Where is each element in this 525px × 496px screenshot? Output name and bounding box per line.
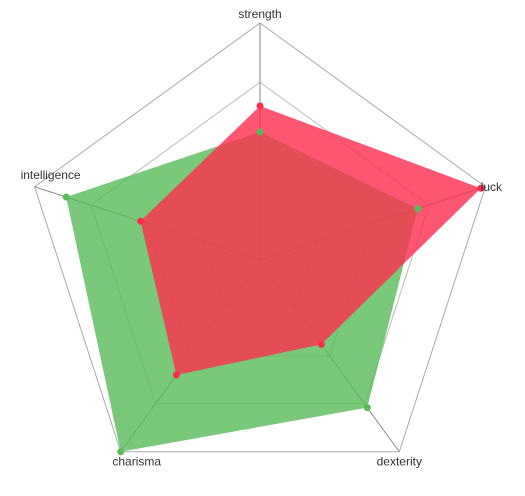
- data-point-1-dexterity[interactable]: [317, 340, 325, 348]
- radar-series: [62, 102, 485, 456]
- data-point-0-luck[interactable]: [414, 205, 422, 213]
- data-point-1-strength[interactable]: [256, 102, 264, 110]
- series-area-1: [140, 105, 481, 376]
- data-point-0-strength[interactable]: [256, 128, 264, 136]
- axis-label-intelligence: intelligence: [21, 168, 81, 182]
- grid-ring: [34, 22, 486, 453]
- axis-label-luck: luck: [481, 180, 503, 194]
- data-point-1-intelligence[interactable]: [137, 217, 145, 225]
- data-point-0-intelligence[interactable]: [62, 193, 70, 201]
- axis-label-charisma: charisma: [112, 455, 161, 469]
- data-point-0-dexterity[interactable]: [363, 404, 371, 412]
- data-point-1-charisma[interactable]: [172, 371, 180, 379]
- data-point-1-luck[interactable]: [477, 184, 485, 192]
- axis-label-dexterity: dexterity: [377, 455, 422, 469]
- axis-labels: strength luck dexterity charisma intelli…: [21, 7, 503, 469]
- data-point-0-charisma[interactable]: [117, 448, 125, 456]
- axis-label-strength: strength: [238, 7, 281, 21]
